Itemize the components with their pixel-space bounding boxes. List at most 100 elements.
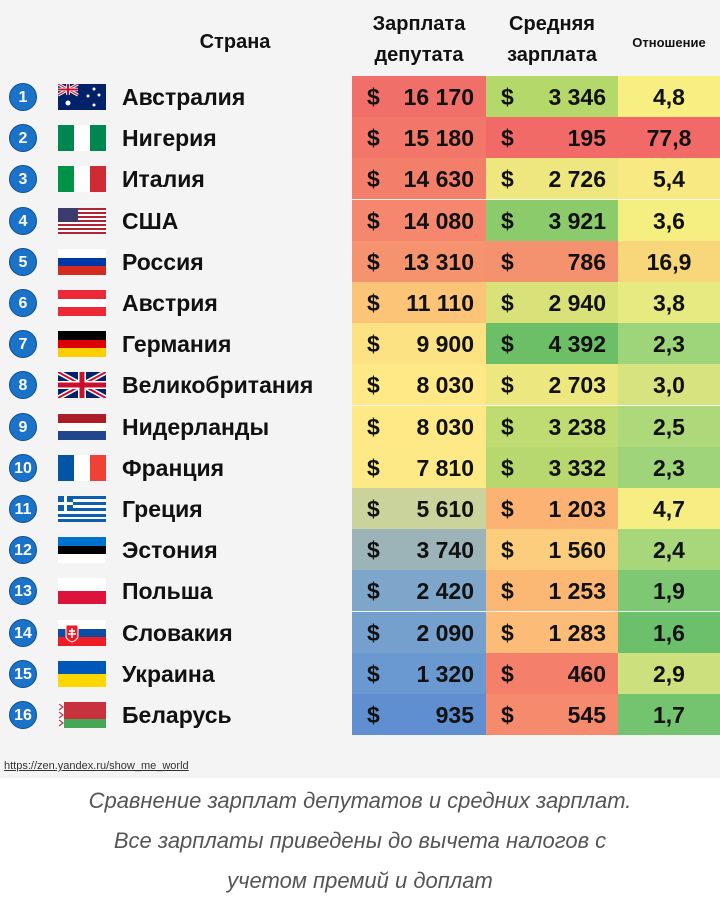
ratio-value: 4,7 [653, 496, 685, 522]
rank-badge: 8 [9, 371, 37, 400]
currency-sign: $ [367, 496, 380, 522]
country-name: Австрия [122, 290, 218, 316]
deputy-salary-value: 935 [435, 702, 474, 728]
average-salary-cell: $460 [486, 652, 618, 694]
table-row: 5 Россия $13 310 $786 16,9 [0, 240, 720, 282]
table-row: 15 Украина $1 320 $460 2,9 [0, 652, 720, 694]
country-name: США [122, 207, 179, 234]
deputy-salary-value: 16 170 [403, 84, 474, 110]
currency-sign: $ [501, 166, 514, 193]
currency-sign: $ [367, 248, 380, 275]
deputy-salary-value: 8 030 [416, 372, 474, 399]
deputy-salary-cell: $3 740 [352, 529, 486, 571]
country-name: Нигерия [122, 125, 217, 152]
ratio-cell: 77,8 [618, 117, 720, 159]
country-name: Великобритания [122, 372, 314, 399]
currency-sign: $ [501, 578, 514, 605]
average-salary-cell: $1 203 [486, 488, 618, 529]
ratio-value: 1,6 [653, 619, 685, 646]
poland-flag-icon [58, 578, 106, 605]
currency-sign: $ [367, 454, 380, 481]
australia-flag-icon [58, 84, 106, 110]
currency-sign: $ [367, 578, 380, 605]
average-salary-cell: $545 [486, 694, 618, 735]
deputy-salary-cell: $5 610 [352, 488, 486, 529]
header-average-line1: Средняя [509, 13, 595, 35]
rank-badge: 5 [9, 247, 37, 276]
currency-sign: $ [501, 207, 514, 234]
header-average-salary: Средняя зарплата [486, 12, 618, 68]
average-salary-cell: $195 [486, 117, 618, 159]
country-name: Россия [122, 248, 204, 275]
rank-badge: 12 [9, 536, 37, 565]
rank-badge: 13 [9, 577, 37, 606]
header-country: Страна [199, 31, 271, 53]
rank-badge: 6 [9, 289, 37, 317]
deputy-salary-cell: $13 310 [352, 240, 486, 282]
deputy-salary-cell: $9 900 [352, 323, 486, 365]
header-deputy-salary: Зарплата депутата [352, 12, 486, 68]
average-salary-value: 2 726 [548, 166, 606, 193]
rank-badge: 16 [9, 701, 37, 729]
ratio-value: 4,8 [653, 84, 685, 110]
ratio-value: 5,4 [653, 166, 685, 193]
country-name: Австралия [122, 84, 246, 110]
table-row: 1 Австралия $16 170 $3 346 4,8 [0, 76, 720, 117]
table-row: 14 Словакия $2 090 $1 283 1,6 [0, 611, 720, 653]
currency-sign: $ [367, 166, 380, 193]
country-name: Греция [122, 496, 203, 522]
ratio-cell: 16,9 [618, 240, 720, 282]
header-average-line2: зарплата [507, 44, 597, 66]
currency-sign: $ [367, 372, 380, 399]
slovakia-flag-icon [58, 619, 106, 646]
estonia-flag-icon [58, 537, 106, 564]
ratio-cell: 2,4 [618, 529, 720, 571]
average-salary-value: 2 703 [548, 372, 606, 399]
table-row: 8 Великобритания $8 030 $2 703 3,0 [0, 364, 720, 406]
average-salary-cell: $1 560 [486, 529, 618, 571]
currency-sign: $ [501, 331, 514, 358]
average-salary-cell: $1 283 [486, 611, 618, 653]
country-name: Эстония [122, 537, 218, 564]
ratio-value: 2,3 [653, 454, 685, 481]
deputy-salary-value: 3 740 [416, 537, 474, 564]
table-row: 13 Польша $2 420 $1 253 1,9 [0, 570, 720, 612]
currency-sign: $ [367, 290, 380, 316]
deputy-salary-value: 14 630 [403, 166, 474, 193]
average-salary-value: 3 346 [548, 84, 606, 110]
deputy-salary-value: 8 030 [416, 413, 474, 440]
netherlands-flag-icon [58, 413, 106, 440]
country-name: Нидерланды [122, 413, 270, 440]
rank-badge: 2 [9, 124, 37, 153]
ratio-cell: 2,3 [618, 323, 720, 365]
table-row: 7 Германия $9 900 $4 392 2,3 [0, 323, 720, 365]
deputy-salary-value: 1 320 [416, 660, 474, 687]
currency-sign: $ [501, 413, 514, 440]
average-salary-value: 1 283 [548, 619, 606, 646]
ratio-value: 2,9 [653, 660, 685, 687]
deputy-salary-cell: $8 030 [352, 405, 486, 447]
currency-sign: $ [367, 125, 380, 152]
deputy-salary-cell: $15 180 [352, 117, 486, 159]
deputy-salary-cell: $2 420 [352, 570, 486, 612]
rank-badge: 9 [9, 412, 37, 441]
currency-sign: $ [367, 619, 380, 646]
currency-sign: $ [367, 702, 380, 728]
table-row: 3 Италия $14 630 $2 726 5,4 [0, 158, 720, 200]
currency-sign: $ [501, 619, 514, 646]
currency-sign: $ [501, 496, 514, 522]
ratio-value: 2,5 [653, 413, 685, 440]
average-salary-value: 545 [567, 702, 606, 728]
ratio-value: 1,7 [653, 702, 685, 728]
ratio-value: 3,0 [653, 372, 685, 399]
usa-flag-icon [58, 207, 106, 234]
header-ratio: Отношение [632, 35, 706, 50]
ratio-cell: 4,8 [618, 76, 720, 117]
rank-badge: 4 [9, 206, 37, 235]
ratio-value: 3,6 [653, 207, 685, 234]
source-link[interactable]: https://zen.yandex.ru/show_me_world [4, 760, 189, 772]
russia-flag-icon [58, 248, 106, 275]
ratio-value: 2,3 [653, 331, 685, 358]
deputy-salary-value: 7 810 [416, 454, 474, 481]
rank-badge: 3 [9, 165, 37, 194]
